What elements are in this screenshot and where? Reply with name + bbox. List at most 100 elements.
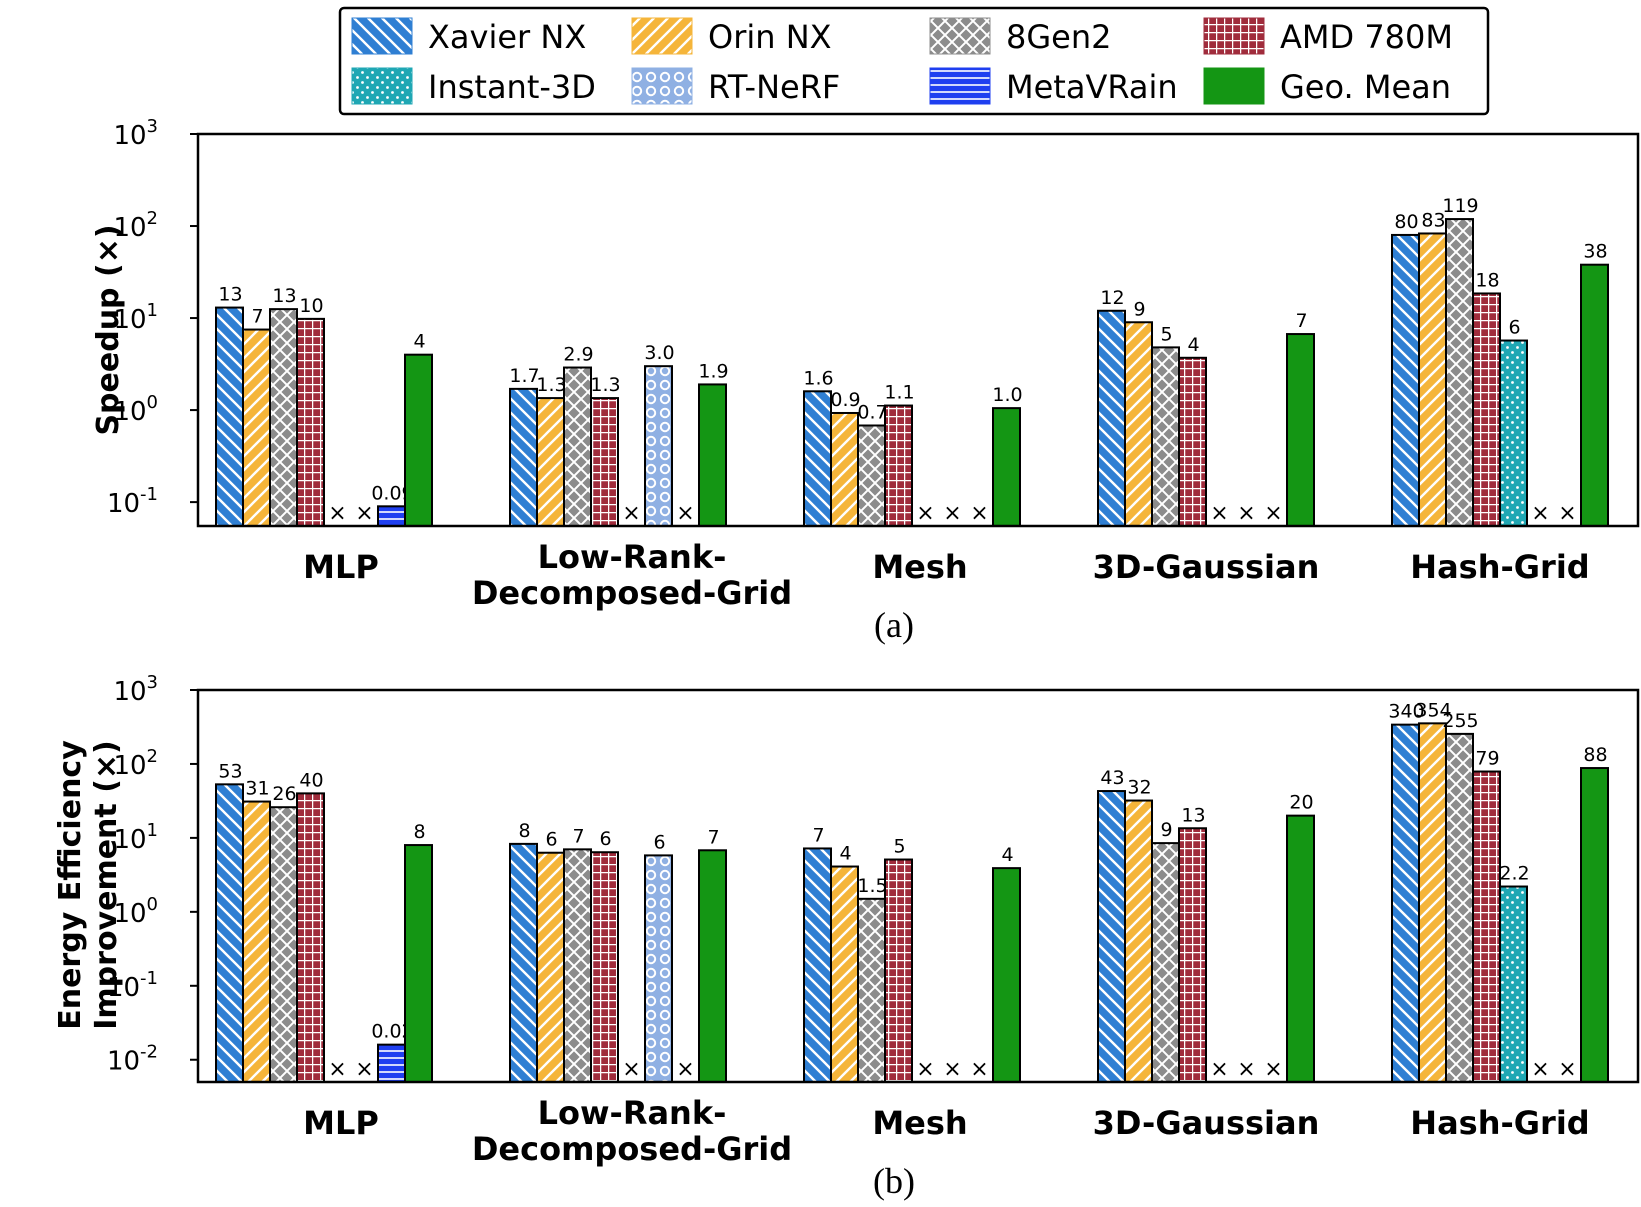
bar-8gen2-mesh <box>857 424 886 527</box>
y-tick-label: 102 <box>113 746 158 781</box>
bar-geo-mean-mesh <box>992 407 1021 527</box>
bar-8gen2-low-rank-decomposed-grid <box>563 848 592 1083</box>
value-label: 7 <box>572 825 584 847</box>
y-tick-label: 102 <box>113 208 158 243</box>
bar-geo-mean-hash-grid <box>1580 767 1609 1083</box>
value-label: 5 <box>893 836 905 858</box>
caption-b: (b) <box>873 1161 915 1201</box>
value-label: 7 <box>251 306 263 328</box>
bar-amd-780m-low-rank-decomposed-grid <box>590 851 619 1084</box>
value-label: 1.3 <box>536 374 566 396</box>
category-label-decomposed-grid: Decomposed-Grid <box>472 1130 792 1168</box>
bar-amd-780m-hash-grid <box>1472 770 1501 1083</box>
bar-orin-nx-mlp <box>242 800 271 1083</box>
legend-swatch-8gen2 <box>929 17 991 55</box>
bar-geo-mean-3d-gaussian <box>1286 814 1315 1083</box>
bar-geo-mean-3d-gaussian <box>1286 333 1315 528</box>
category-label-mesh: Mesh <box>872 1104 967 1142</box>
legend-label-geo-mean: Geo. Mean <box>1280 68 1451 106</box>
value-label: 0.7 <box>857 401 887 423</box>
bar-orin-nx-low-rank-decomposed-grid <box>536 851 565 1083</box>
legend: Xavier NX Orin NX 8Gen2 AMD 780M Instant-3D R… <box>338 6 1490 116</box>
y-axis-label-b-line2: Improvement (×) <box>89 740 124 1030</box>
bar-xavier-nx-mlp <box>215 783 244 1083</box>
category-label-low-rank: Low-Rank- <box>538 1094 727 1132</box>
bar-rt-nerf-low-rank-decomposed-grid <box>644 854 673 1083</box>
y-tick-label: 103 <box>113 672 158 707</box>
category-label-mesh: Mesh <box>872 548 967 586</box>
bar-orin-nx-3d-gaussian <box>1124 799 1153 1083</box>
na-mark: × <box>1264 1057 1282 1082</box>
bar-8gen2-mlp <box>269 806 298 1084</box>
value-label: 8 <box>518 820 530 842</box>
value-label: 38 <box>1583 241 1607 263</box>
value-label: 53 <box>218 760 242 782</box>
value-label: 8 <box>413 821 425 843</box>
value-label: 12 <box>1100 287 1124 309</box>
bar-geo-mean-mlp <box>404 353 433 527</box>
category-label-hash-grid: Hash-Grid <box>1410 548 1589 586</box>
value-label: 1.1 <box>884 382 914 404</box>
value-label: 7 <box>1295 310 1307 332</box>
category-label-mlp: MLP <box>303 1104 379 1142</box>
y-ticks-a: 10-1 100 101 102 103 <box>107 116 198 519</box>
value-label: 1.9 <box>698 360 728 382</box>
value-label: 13 <box>1181 804 1205 826</box>
na-mark: × <box>1558 501 1576 526</box>
value-label: 79 <box>1475 748 1499 770</box>
axes-frame-a <box>196 132 1640 528</box>
value-label: 9 <box>1133 298 1145 320</box>
value-label: 43 <box>1100 767 1124 789</box>
category-label-mlp: MLP <box>303 548 379 586</box>
y-tick-label: 10-1 <box>107 968 158 1003</box>
value-label: 40 <box>299 769 323 791</box>
bar-geo-mean-low-rank-decomposed-grid <box>698 849 727 1083</box>
category-label-3d-gaussian: 3D-Gaussian <box>1093 548 1320 586</box>
bar-8gen2-low-rank-decomposed-grid <box>563 366 592 527</box>
bar-8gen2-3d-gaussian <box>1151 346 1180 527</box>
value-label: 7 <box>707 826 719 848</box>
na-mark: × <box>328 501 346 526</box>
na-mark: × <box>328 1057 346 1082</box>
value-label: 88 <box>1583 744 1607 766</box>
value-label: 9 <box>1160 819 1172 841</box>
na-mark: × <box>676 501 694 526</box>
y-tick-label: 100 <box>113 392 158 427</box>
y-tick-label: 10-2 <box>107 1042 158 1077</box>
bar-amd-780m-low-rank-decomposed-grid <box>590 397 619 527</box>
na-mark: × <box>355 1057 373 1082</box>
category-labels-b: MLP Low-Rank-Decomposed-Grid Mesh 3D-Gaussi… <box>303 1094 1590 1168</box>
y-tick-label: 100 <box>113 894 158 929</box>
value-label: 0.9 <box>830 389 860 411</box>
caption-a: (a) <box>874 605 914 645</box>
na-mark: × <box>1531 501 1549 526</box>
category-label-hash-grid: Hash-Grid <box>1410 1104 1589 1142</box>
bar-xavier-nx-low-rank-decomposed-grid <box>509 387 538 527</box>
value-label: 10 <box>299 295 323 317</box>
bar-8gen2-mesh <box>857 897 886 1083</box>
na-mark: × <box>622 1057 640 1082</box>
na-mark: × <box>970 1057 988 1082</box>
bar-amd-780m-mesh <box>884 404 913 527</box>
y-axis-label-a: Speedup (×) <box>91 224 126 435</box>
y-tick-label: 103 <box>113 116 158 151</box>
y-tick-label: 101 <box>113 300 158 335</box>
value-label: 0.09 <box>371 482 413 504</box>
value-label: 6 <box>1508 317 1520 339</box>
bar-orin-nx-mlp <box>242 328 271 527</box>
na-mark: × <box>1531 1057 1549 1082</box>
bar-8gen2-mlp <box>269 308 298 527</box>
bar-metavrain-mlp <box>377 505 406 527</box>
value-label: 1.3 <box>590 374 620 396</box>
value-label: 2.2 <box>1499 863 1529 885</box>
bar-amd-780m-mesh <box>884 858 913 1084</box>
value-label: 4 <box>839 843 851 865</box>
bar-amd-780m-mlp <box>296 317 325 527</box>
value-label: 340 <box>1388 701 1424 723</box>
value-label: 4 <box>413 331 425 353</box>
legend-swatch-orin-nx <box>631 17 693 55</box>
value-label: 354 <box>1415 699 1451 721</box>
value-label: 1.6 <box>803 367 833 389</box>
